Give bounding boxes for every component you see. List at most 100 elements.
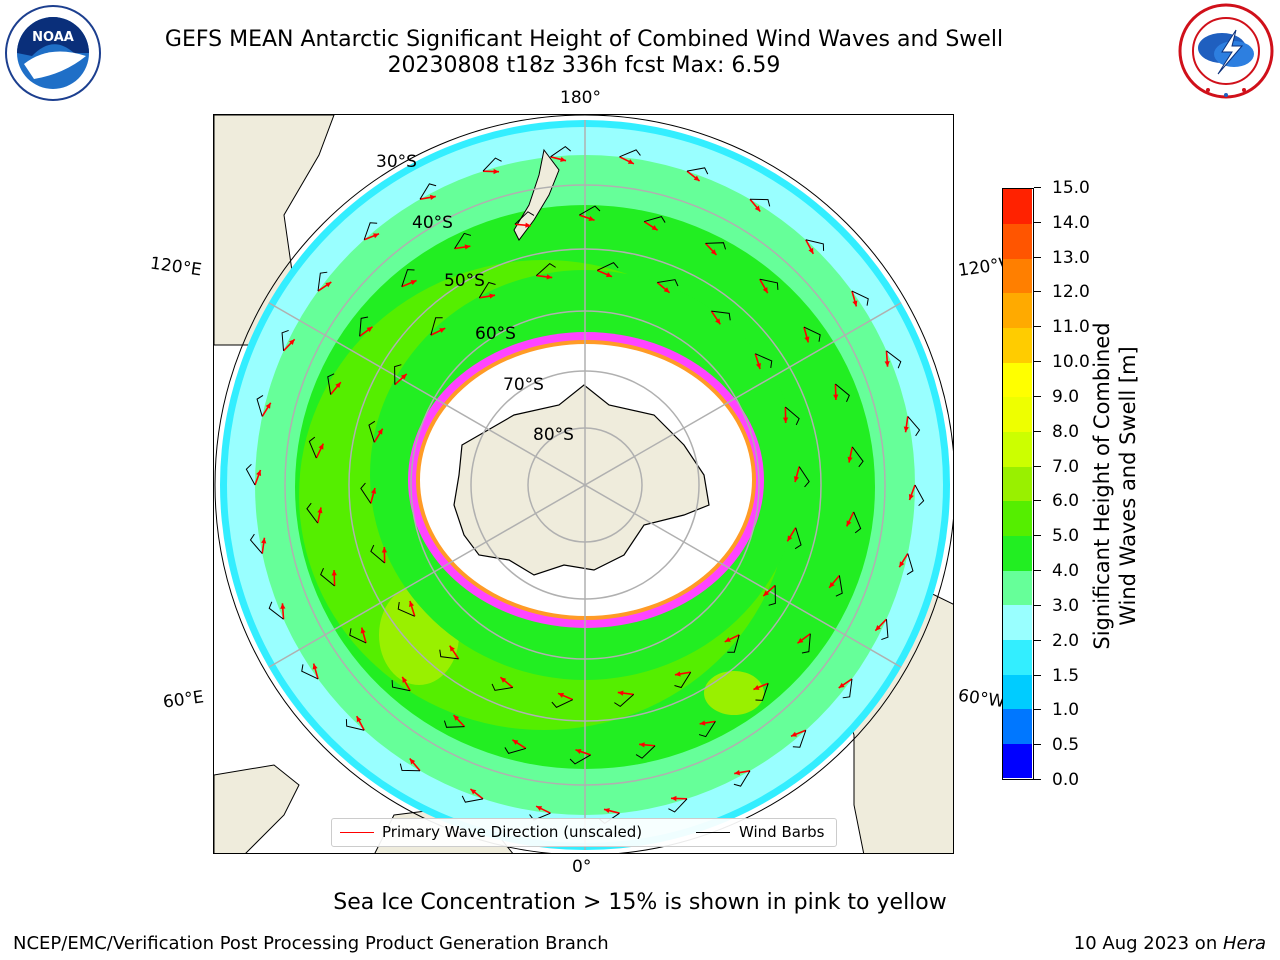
wind-barb [551, 699, 573, 708]
wave-direction-arrowhead [715, 318, 721, 325]
wave-direction-arrowhead [603, 808, 610, 814]
colorbar-tick [1034, 604, 1041, 606]
colorbar-segment [1003, 396, 1032, 433]
wind-barb [755, 683, 769, 701]
footer-date: 10 Aug 2023 on Hera [1074, 933, 1266, 954]
wind-barb [439, 649, 459, 660]
wave-direction-arrowhead [356, 716, 362, 723]
wind-barbs-legend-label: Wind Barbs [739, 823, 825, 841]
wind-barb [419, 183, 437, 200]
wave-direction-arrowhead [670, 795, 677, 802]
wave-direction-arrowhead [627, 159, 634, 164]
lat-label-50s: 50°S [444, 271, 485, 291]
wind-barb [430, 317, 443, 336]
wind-barb [256, 394, 264, 417]
wave-direction-arrowhead [833, 394, 839, 401]
wave-direction-arrowhead [846, 520, 852, 527]
wave-direction-arrowhead [402, 676, 408, 683]
wind-barb [668, 798, 688, 813]
colorbar-segment [1003, 258, 1032, 294]
wave-direction-legend-label: Primary Wave Direction (unscaled) [382, 823, 643, 841]
wave-direction-arrowhead [525, 222, 531, 228]
wave-direction-arrowhead [755, 363, 761, 369]
wave-direction-arrowhead [724, 637, 731, 642]
wave-direction-arrowhead [558, 693, 565, 698]
wind-barb [443, 720, 465, 728]
wave-direction-arrowhead [699, 720, 706, 726]
wave-direction-arrowhead [605, 272, 612, 277]
wind-barb [886, 350, 902, 369]
colorbar-tick-label: 4.0 [1052, 561, 1080, 582]
wave-direction-arrowhead [790, 731, 797, 737]
colorbar-tick-label: 0.5 [1052, 735, 1080, 756]
wind-barb [686, 167, 709, 175]
wind-barb [801, 633, 811, 654]
colorbar-segment [1003, 466, 1032, 502]
wind-barb [245, 463, 256, 486]
wind-barb [345, 719, 365, 731]
wave-direction-arrowhead [546, 274, 553, 280]
footer-credit: NCEP/EMC/Verification Post Processing Pr… [13, 933, 609, 954]
wind-barb [755, 353, 773, 368]
colorbar-segment [1003, 639, 1032, 675]
wave-direction-arrowhead [366, 326, 373, 333]
wind-barb [881, 619, 889, 641]
wind-barb [514, 211, 535, 225]
graticule [220, 120, 950, 850]
wave-direction-arrowhead [439, 328, 446, 333]
wave-direction-arrowhead [734, 770, 741, 776]
wind-barb [461, 795, 484, 803]
wave-direction-arrowhead [763, 590, 770, 597]
wave-direction-arrowhead [371, 487, 377, 494]
colorbar-tick [1034, 709, 1041, 711]
colorbar-tick [1034, 674, 1041, 676]
wave-direction-arrowhead [493, 168, 500, 175]
wave-direction-arrowhead [884, 361, 890, 367]
wind-barb [619, 149, 641, 158]
wave-direction-arrowhead [575, 749, 582, 754]
wind-barb [399, 763, 421, 772]
wind-barb [614, 694, 635, 708]
colorbar-tick-label: 0.0 [1052, 770, 1080, 790]
lon-label-60e: 60°E [161, 687, 206, 713]
lat-label-60s: 60°S [475, 324, 516, 344]
wind-barb [803, 326, 821, 342]
colorbar-segment [1003, 189, 1032, 225]
lat-label-40s: 40°S [412, 213, 453, 233]
wave-direction-arrowhead [373, 233, 380, 239]
wind-barb [368, 420, 376, 443]
wave-direction-arrowhead [536, 806, 543, 811]
new-zealand-land [513, 148, 560, 241]
colorbar-tick-label: 7.0 [1052, 456, 1080, 477]
noaa-logo-text: NOAA [32, 30, 74, 45]
wind-barb [597, 262, 619, 271]
footer-date-text: 10 Aug 2023 on [1073, 933, 1223, 954]
wind-barb [914, 484, 925, 507]
wind-barb [835, 383, 850, 403]
wind-barbs-legend-swatch [696, 832, 730, 833]
lat-label-70s: 70°S [503, 375, 544, 395]
colorbar-tick [1034, 395, 1041, 397]
colorbar-tick [1034, 187, 1041, 188]
wind-barb [792, 730, 807, 748]
wind-barb [711, 310, 731, 321]
wave-direction-arrowhead [852, 300, 858, 307]
colorbar-tick-label: 5.0 [1052, 526, 1080, 547]
colorbar-tick [1034, 221, 1041, 223]
wind-barb [698, 721, 716, 738]
wave-direction-arrowhead [754, 205, 761, 212]
wave-direction-arrowhead [838, 682, 845, 688]
colorbar-tick-label: 1.5 [1052, 665, 1080, 686]
colorbar-tick [1034, 430, 1041, 432]
wind-barb [798, 466, 810, 488]
wave-direction-arrowhead [829, 581, 835, 588]
wind-barb [249, 533, 263, 554]
wave-direction-arrowhead [453, 715, 460, 721]
chart-subtitle: 20230808 t18z 336h fcst Max: 6.59 [387, 53, 781, 78]
wind-barb [370, 544, 385, 564]
wind-barb [644, 216, 666, 223]
colorbar-segment [1003, 431, 1032, 467]
polar-map [213, 114, 954, 854]
wind-barb [768, 585, 776, 606]
wave-direction-arrowhead [331, 569, 337, 576]
